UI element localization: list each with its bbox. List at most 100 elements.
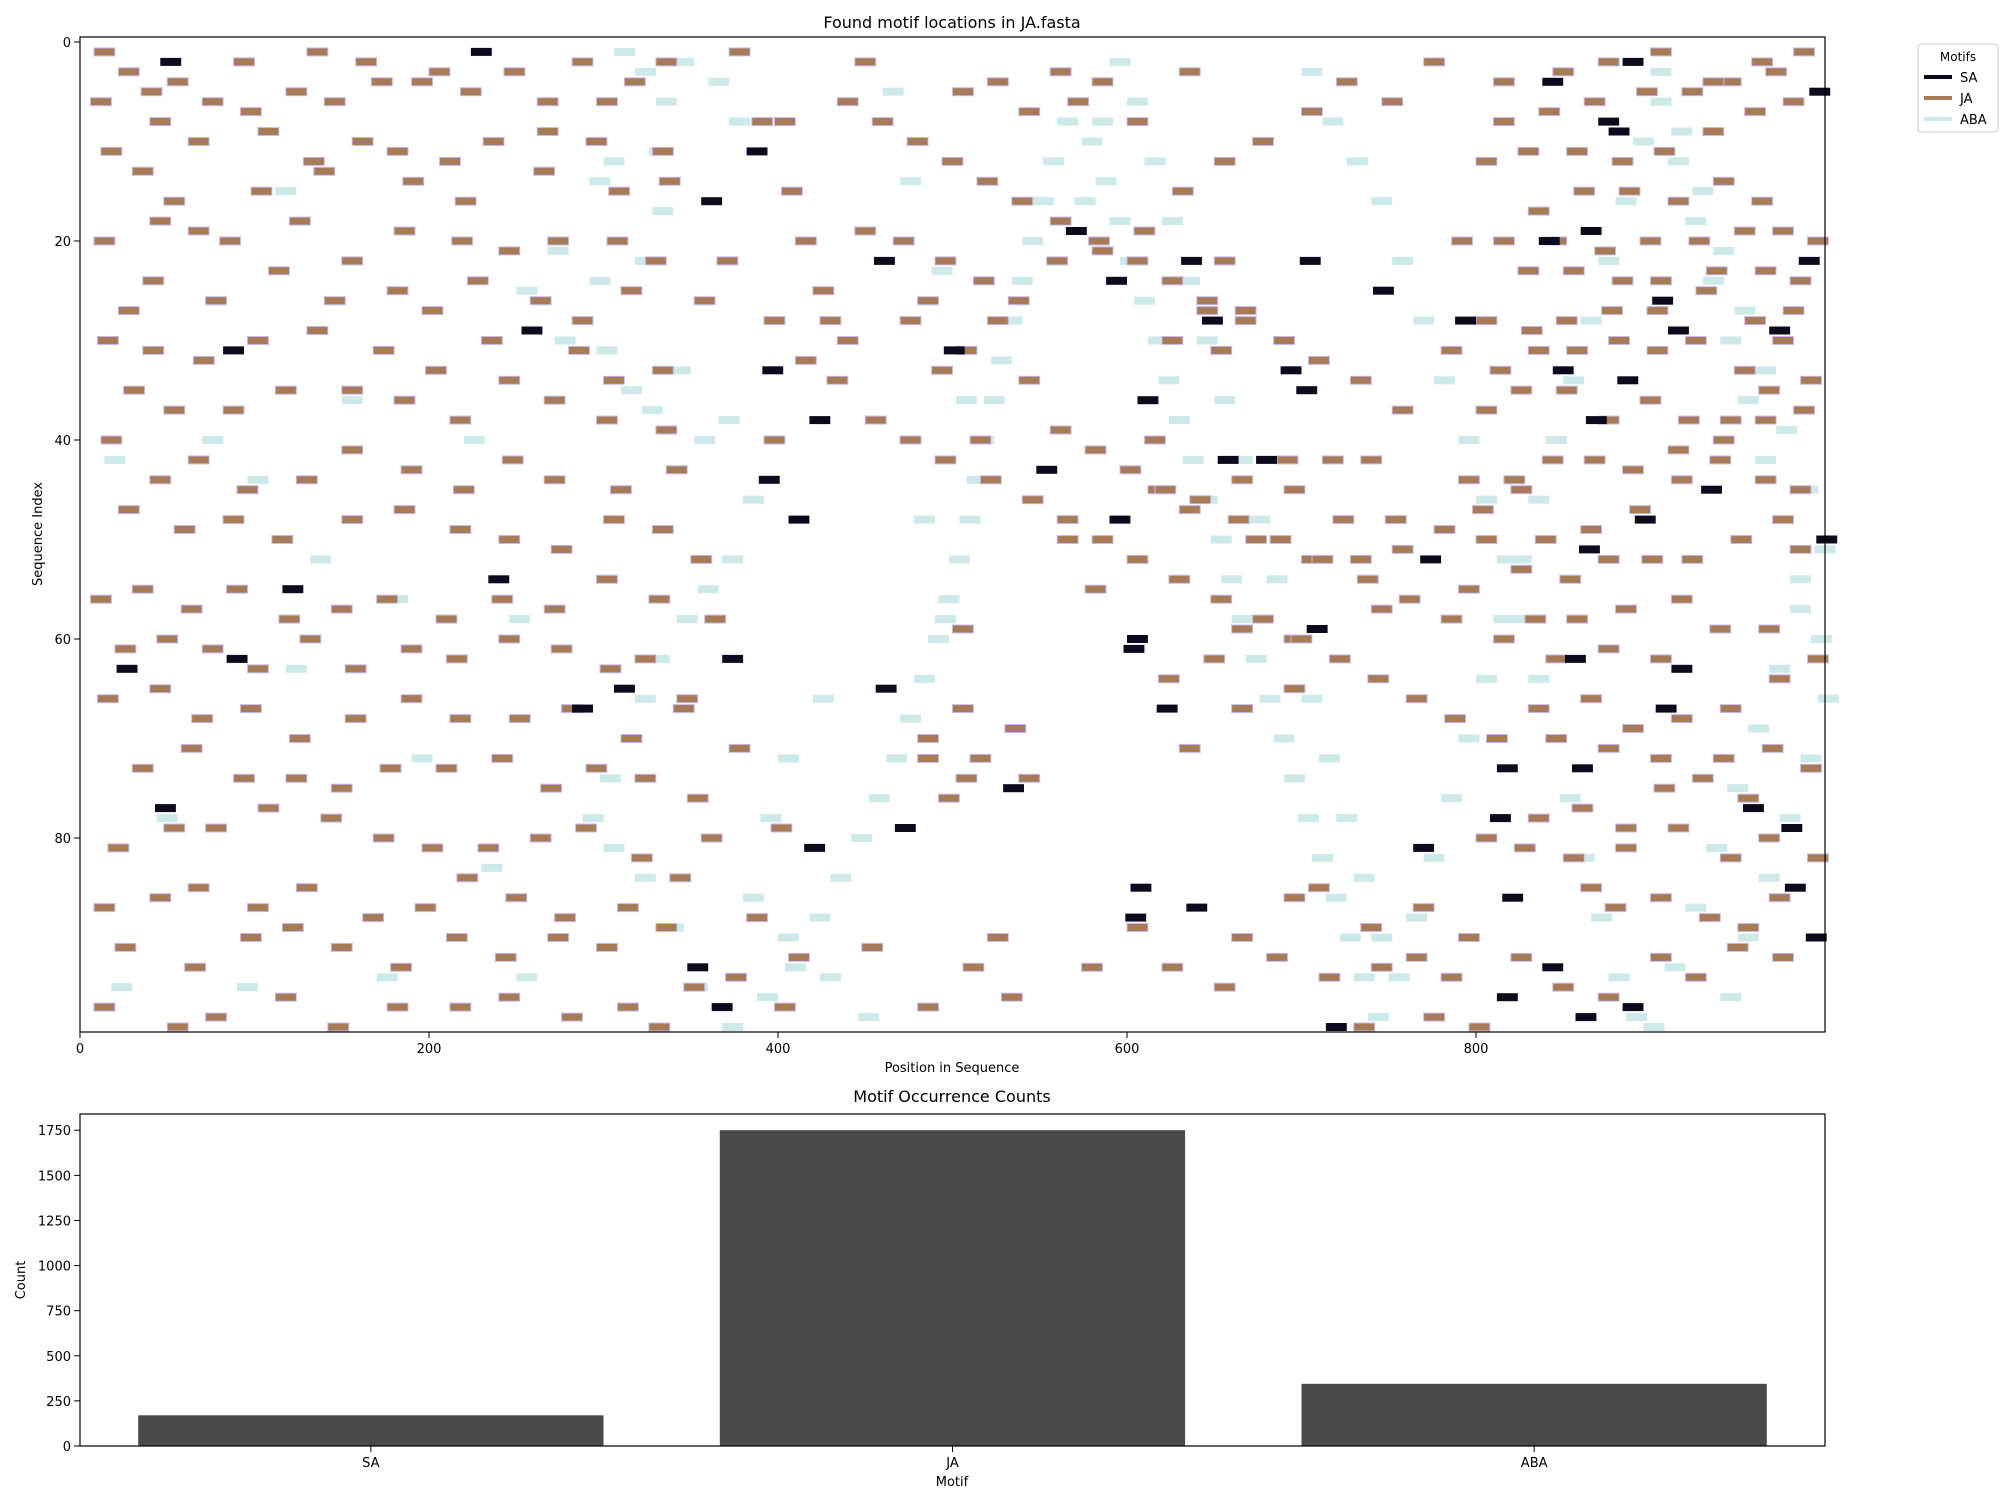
legend-label-aba: ABA [1960, 113, 1987, 128]
motif-mark-ja [617, 903, 639, 913]
motif-mark-ja [700, 833, 723, 843]
motif-mark-ja [986, 933, 1009, 942]
motif-mark-sa [470, 47, 492, 56]
motif-mark-ja [1733, 365, 1756, 375]
motif-mark-ja [402, 176, 425, 186]
motif-mark-aba [882, 87, 904, 96]
motif-mark-ja [498, 992, 521, 1002]
motif-mark-aba [275, 187, 297, 196]
motif-mark-aba [757, 993, 778, 1002]
motif-mark-aba [1266, 575, 1288, 584]
motif-mark-ja [1283, 485, 1306, 495]
motif-mark-aba [603, 843, 625, 852]
motif-mark-ja [1667, 196, 1690, 206]
motif-mark-sa [1123, 644, 1145, 653]
motif-mark-ja [1335, 77, 1358, 87]
motif-mark-ja [1157, 674, 1180, 684]
motif-mark-ja [547, 933, 570, 942]
motif-mark-ja [435, 763, 458, 773]
motif-mark-ja [571, 316, 594, 326]
motif-mark-aba [1685, 903, 1707, 912]
motif-mark-ja [1580, 883, 1603, 893]
motif-mark-ja [323, 97, 346, 107]
motif-mark-ja [1119, 465, 1142, 475]
motif-mark-ja [149, 216, 172, 226]
motif-mark-ja [1719, 415, 1742, 425]
motif-mark-ja [278, 614, 301, 624]
motif-mark-sa [1552, 366, 1574, 375]
motif-mark-ja [247, 336, 269, 345]
motif-mark-ja [149, 684, 172, 694]
motif-mark-sa [1130, 883, 1152, 892]
motif-mark-aba [743, 893, 764, 902]
motif-mark-ja [1213, 156, 1236, 166]
motif-mark-sa [1455, 316, 1476, 325]
motif-mark-ja [1440, 345, 1463, 355]
motif-mark-ja [1000, 992, 1023, 1002]
motif-mark-ja [1067, 97, 1090, 107]
locations-x-ticks: 0 200 400 600 800 [76, 1032, 1488, 1057]
motif-mark-aba [1322, 117, 1344, 126]
motif-mark-ja [494, 952, 517, 962]
motif-mark-aba [589, 177, 611, 186]
motif-mark-ja [1772, 336, 1794, 345]
motif-mark-ja [1081, 962, 1103, 972]
motif-mark-ja [1768, 893, 1791, 903]
motif-mark-ja [285, 773, 308, 783]
motif-mark-aba [1626, 1013, 1647, 1022]
motif-mark-ja [131, 584, 154, 594]
motif-mark-aba [1790, 605, 1811, 614]
motif-mark-ja [1800, 375, 1822, 385]
motif-mark-aba [411, 754, 433, 763]
motif-mark-ja [892, 236, 915, 246]
motif-mark-aba [1591, 913, 1613, 922]
motif-mark-ja [1622, 724, 1644, 733]
motif-mark-ja [233, 773, 256, 783]
motif-mark-ja [716, 256, 739, 266]
motif-mark-sa [804, 843, 826, 852]
motif-mark-ja [1308, 883, 1330, 893]
counts-x-axis-label: Motif [936, 1475, 969, 1490]
motif-mark-ja [156, 634, 179, 644]
motif-mark-sa [226, 654, 248, 663]
motif-mark-ja [508, 714, 531, 724]
motif-mark-ja [1493, 117, 1515, 127]
motif-mark-aba [900, 177, 921, 186]
motif-mark-ja [1489, 365, 1512, 375]
motif-mark-ja [770, 823, 793, 833]
motif-mark-ja [571, 57, 594, 67]
motif-mark-ja [603, 375, 625, 385]
motif-mark-ja [1412, 903, 1435, 913]
motif-mark-aba [516, 286, 538, 295]
motif-mark-ja [728, 47, 751, 57]
motif-mark-ja [1266, 952, 1288, 962]
motif-mark-ja [1545, 654, 1568, 664]
motif-mark-ja [400, 694, 423, 704]
motif-mark-ja [1423, 57, 1446, 67]
motif-mark-ja [669, 873, 692, 883]
motif-mark-ja [187, 137, 210, 146]
motif-mark-ja [1807, 853, 1829, 863]
motif-mark-ja [1353, 1022, 1376, 1032]
motif-mark-ja [1597, 743, 1620, 753]
motif-mark-aba [1231, 455, 1253, 464]
motif-mark-aba [938, 595, 960, 604]
motif-mark-aba [931, 266, 953, 275]
motif-mark-ja [149, 117, 172, 127]
motif-mark-ja [1698, 913, 1721, 923]
motif-mark-ja [131, 763, 154, 773]
motif-mark-ja [655, 425, 678, 435]
motif-mark-ja [1751, 57, 1774, 67]
motif-mark-ja [240, 107, 262, 117]
motif-mark-ja [386, 1002, 409, 1012]
motif-mark-ja [184, 962, 207, 972]
motif-mark-ja [257, 127, 280, 136]
motif-mark-aba [376, 973, 398, 982]
motif-mark-ja [411, 77, 434, 87]
motif-mark-ja [686, 793, 709, 803]
motif-mark-ja [1510, 564, 1533, 574]
motif-mark-sa [1809, 87, 1831, 96]
motif-mark-aba [1245, 654, 1267, 663]
motif-mark-ja [826, 375, 849, 385]
motif-mark-sa [614, 684, 635, 693]
